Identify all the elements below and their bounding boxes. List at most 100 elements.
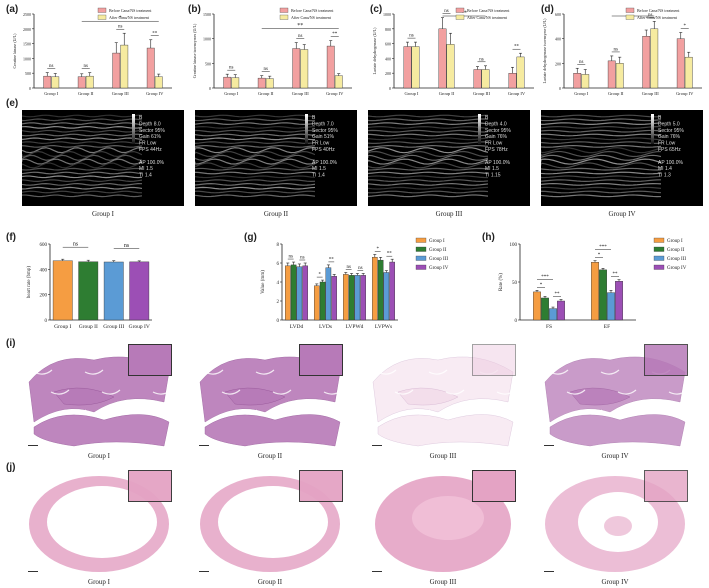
histology-image bbox=[368, 468, 518, 576]
gray-scale-step bbox=[651, 135, 654, 137]
y-tick-label: 200 bbox=[555, 61, 561, 66]
bar bbox=[231, 77, 240, 89]
significance-label: ns bbox=[73, 242, 79, 248]
tissue-core bbox=[412, 496, 484, 540]
echo-band bbox=[22, 147, 143, 154]
tissue-cleft bbox=[377, 369, 397, 375]
bar bbox=[676, 38, 685, 89]
bar bbox=[52, 260, 73, 321]
gray-scale-step bbox=[651, 141, 654, 143]
tissue-fragment bbox=[372, 356, 514, 423]
tissue-section bbox=[372, 356, 516, 447]
category-label: FS bbox=[546, 324, 552, 330]
echo-band bbox=[541, 190, 662, 194]
gray-scale-step bbox=[651, 138, 654, 140]
echo-parameter: FPS 65Hz bbox=[658, 147, 681, 153]
significance-label: * bbox=[598, 253, 601, 258]
bar bbox=[508, 72, 517, 89]
gray-scale-step bbox=[305, 115, 308, 118]
gray-scale-step bbox=[478, 117, 481, 119]
y-tick-label: 1000 bbox=[383, 12, 391, 17]
gray-scale-step bbox=[132, 127, 135, 130]
tissue-cleft bbox=[221, 389, 241, 395]
bar bbox=[549, 308, 557, 321]
echo-parameter: TI 1.4 bbox=[139, 173, 152, 179]
significance-label: * bbox=[376, 247, 379, 252]
category-label: Group III bbox=[112, 91, 130, 96]
bar bbox=[331, 276, 337, 321]
histology-caption: Group III bbox=[429, 452, 457, 460]
tissue-cleft bbox=[634, 409, 654, 415]
legend-entry: Group III bbox=[429, 257, 448, 262]
bar bbox=[557, 300, 565, 321]
echo-band bbox=[541, 141, 662, 145]
bar bbox=[403, 46, 412, 89]
echo-parameter: FR Low bbox=[658, 141, 676, 147]
significance-label: ns bbox=[479, 57, 484, 62]
echo-band bbox=[541, 162, 662, 169]
bar bbox=[292, 48, 301, 89]
gray-scale-step bbox=[651, 132, 654, 134]
gray-scale-step bbox=[305, 136, 308, 139]
legend-entry: Group I bbox=[429, 239, 445, 244]
bar bbox=[446, 44, 455, 89]
gray-scale-step bbox=[132, 139, 135, 142]
echo-band bbox=[22, 179, 143, 182]
echo-band bbox=[541, 133, 662, 137]
tissue-cleft bbox=[462, 409, 482, 415]
echo-band bbox=[541, 126, 662, 129]
category-label: Group II bbox=[608, 91, 624, 96]
gray-scale-step bbox=[132, 136, 135, 139]
bar bbox=[334, 75, 343, 89]
gray-scale-step bbox=[305, 130, 308, 133]
echo-band bbox=[22, 137, 143, 141]
echo-band bbox=[368, 118, 489, 122]
echo-parameter: Sector 95% bbox=[312, 128, 338, 134]
gray-scale-step bbox=[651, 114, 654, 116]
gray-scale-step bbox=[305, 129, 308, 131]
gray-scale-step bbox=[132, 124, 135, 127]
gray-scale-step bbox=[305, 123, 308, 125]
echo-band bbox=[368, 150, 489, 158]
panel-label-g: (g) bbox=[244, 232, 257, 243]
gray-scale-step bbox=[651, 127, 654, 130]
echo-band bbox=[541, 171, 662, 175]
echo-parameter: B bbox=[139, 115, 143, 121]
echo-band bbox=[541, 150, 662, 158]
echo-parameter: TI 1.15 bbox=[485, 173, 501, 179]
bar bbox=[371, 257, 378, 321]
bar bbox=[265, 78, 274, 89]
legend-entry: Group II bbox=[429, 248, 447, 253]
histology-image bbox=[368, 342, 518, 450]
gray-scale-step bbox=[651, 142, 654, 145]
echo-band bbox=[195, 141, 316, 145]
legend-swatch bbox=[97, 14, 107, 20]
significance-label: ns bbox=[84, 64, 89, 69]
echo-band bbox=[541, 147, 662, 154]
y-axis-label: Creatine kinase isoenzymes (U/L) bbox=[192, 23, 197, 78]
echo-band bbox=[368, 171, 489, 175]
bar bbox=[348, 275, 355, 321]
echo-band bbox=[368, 179, 489, 183]
tissue-fragment bbox=[33, 414, 170, 447]
bar bbox=[313, 285, 320, 321]
tissue-cleft bbox=[118, 409, 138, 415]
tissue-fragment bbox=[224, 387, 286, 406]
y-tick-label: 0 bbox=[559, 86, 561, 91]
tissue-cleft bbox=[152, 389, 172, 395]
gray-scale-step bbox=[651, 118, 654, 121]
tissue-cleft bbox=[323, 389, 343, 395]
gray-scale-step bbox=[132, 132, 135, 134]
echo-parameter: FR Low bbox=[139, 141, 157, 147]
gray-scale-step bbox=[305, 141, 308, 143]
echo-band bbox=[195, 190, 316, 194]
echo-band bbox=[541, 179, 662, 182]
echo-band bbox=[368, 133, 489, 137]
category-label: Group II bbox=[258, 91, 274, 96]
bar bbox=[129, 261, 150, 321]
legend-entry: Before Cana/NS treatment bbox=[467, 8, 510, 13]
gray-scale-step bbox=[651, 124, 654, 127]
significance-label: * bbox=[318, 273, 321, 278]
magnified-inset bbox=[299, 470, 343, 502]
